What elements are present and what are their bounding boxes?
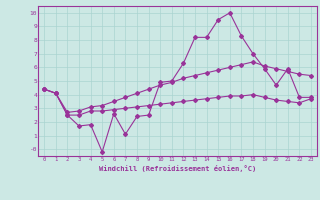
X-axis label: Windchill (Refroidissement éolien,°C): Windchill (Refroidissement éolien,°C) <box>99 165 256 172</box>
